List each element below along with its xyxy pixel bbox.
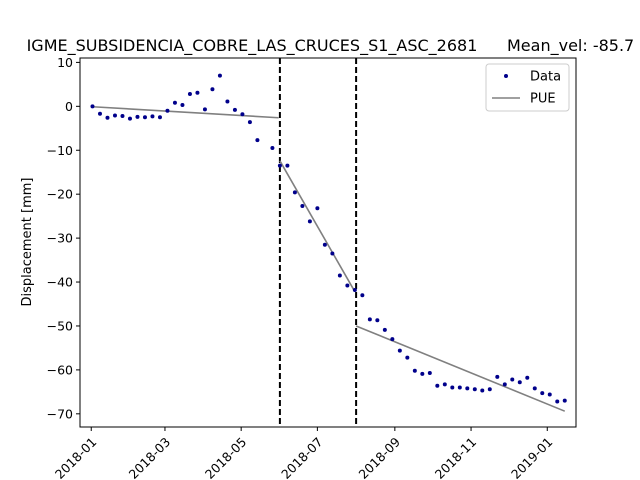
pue-segment-2 bbox=[355, 325, 566, 412]
data-point bbox=[120, 113, 125, 118]
data-point bbox=[337, 273, 342, 278]
data-point bbox=[412, 368, 417, 373]
data-point bbox=[525, 375, 530, 380]
data-point bbox=[127, 116, 132, 121]
data-point bbox=[217, 73, 222, 78]
y-tick-label: −20 bbox=[47, 187, 73, 202]
data-point bbox=[135, 114, 140, 119]
data-point bbox=[435, 383, 440, 388]
pue-segment-0 bbox=[92, 105, 279, 119]
data-point bbox=[555, 399, 560, 404]
data-point bbox=[472, 387, 477, 392]
data-point bbox=[450, 385, 455, 390]
data-point bbox=[202, 107, 207, 112]
data-point bbox=[300, 204, 305, 209]
data-point bbox=[540, 391, 545, 396]
legend: Data PUE bbox=[485, 63, 570, 112]
data-point bbox=[165, 108, 170, 113]
y-tick-label: −50 bbox=[47, 318, 73, 333]
data-point bbox=[255, 138, 260, 143]
data-point bbox=[330, 251, 335, 256]
data-point bbox=[465, 386, 470, 391]
data-point bbox=[195, 90, 200, 95]
y-axis-label: Displacement [mm] bbox=[20, 178, 35, 307]
data-point bbox=[382, 327, 387, 332]
y-tick-label: −30 bbox=[47, 231, 73, 246]
y-tick-label: −60 bbox=[47, 362, 73, 377]
data-point bbox=[187, 92, 192, 97]
plot-frame bbox=[79, 57, 577, 428]
data-point bbox=[240, 112, 245, 117]
chart-mean-velocity: Mean_vel: -85.7 bbox=[507, 36, 634, 56]
data-point bbox=[480, 388, 485, 393]
y-tick-label: −40 bbox=[47, 275, 73, 290]
data-point bbox=[142, 115, 147, 120]
data-point bbox=[375, 318, 380, 323]
data-point bbox=[225, 99, 230, 104]
data-point bbox=[562, 398, 567, 403]
data-point bbox=[180, 103, 185, 108]
legend-data-label: Data bbox=[530, 70, 561, 85]
y-tick-label: −10 bbox=[47, 143, 73, 158]
data-point bbox=[517, 380, 522, 385]
data-point bbox=[270, 146, 275, 151]
chart-title: IGME_SUBSIDENCIA_COBRE_LAS_CRUCES_S1_ASC… bbox=[27, 36, 478, 56]
data-point bbox=[532, 386, 537, 391]
data-point bbox=[285, 163, 290, 168]
data-point bbox=[510, 377, 515, 382]
pue-segment-1 bbox=[279, 160, 356, 293]
x-tick-label: 2019-01 bbox=[508, 434, 556, 480]
y-tick-label: 0 bbox=[65, 99, 73, 114]
x-tick-label: 2018-05 bbox=[202, 434, 250, 480]
data-point bbox=[322, 242, 327, 247]
data-point bbox=[90, 104, 95, 109]
data-point bbox=[390, 337, 395, 342]
data-point bbox=[360, 293, 365, 298]
data-point bbox=[112, 113, 117, 118]
data-point bbox=[405, 355, 410, 360]
data-point bbox=[210, 87, 215, 92]
data-point bbox=[367, 317, 372, 322]
data-point bbox=[427, 370, 432, 375]
y-tick-label: −70 bbox=[47, 406, 73, 421]
data-point bbox=[292, 190, 297, 195]
data-point bbox=[547, 392, 552, 397]
x-tick-label: 2018-11 bbox=[432, 434, 480, 480]
data-point bbox=[232, 107, 237, 112]
data-point bbox=[487, 387, 492, 392]
data-point bbox=[157, 115, 162, 120]
data-point bbox=[247, 120, 252, 125]
x-tick-label: 2018-03 bbox=[126, 434, 174, 480]
data-point bbox=[150, 114, 155, 119]
data-point bbox=[105, 115, 110, 120]
x-tick-label: 2018-07 bbox=[278, 434, 326, 480]
data-point bbox=[397, 348, 402, 353]
data-point bbox=[315, 206, 320, 211]
data-point bbox=[97, 111, 102, 116]
data-point bbox=[307, 219, 312, 224]
data-point bbox=[502, 382, 507, 387]
data-point bbox=[495, 374, 500, 379]
legend-pue-label: PUE bbox=[530, 92, 556, 107]
data-point bbox=[442, 382, 447, 387]
data-point bbox=[352, 287, 357, 292]
data-point bbox=[345, 283, 350, 288]
data-point bbox=[172, 100, 177, 105]
x-tick-label: 2018-09 bbox=[356, 434, 404, 480]
legend-data-marker bbox=[504, 74, 508, 78]
y-tick-label: 10 bbox=[57, 55, 73, 70]
data-point bbox=[277, 163, 282, 168]
x-tick-label: 2018-01 bbox=[52, 434, 100, 480]
data-point bbox=[420, 371, 425, 376]
data-point bbox=[457, 385, 462, 390]
